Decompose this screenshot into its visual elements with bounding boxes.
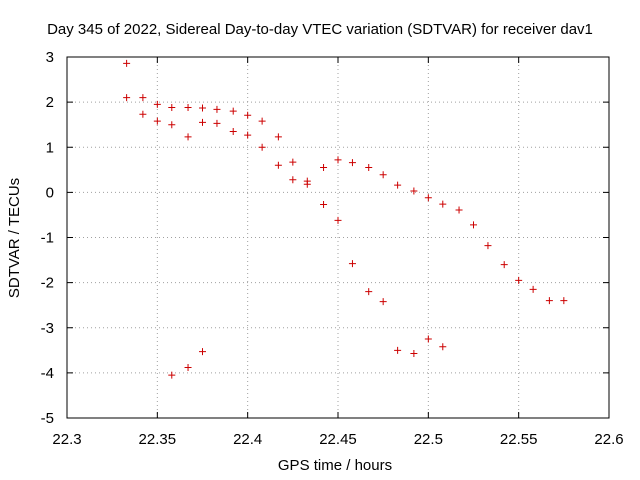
data-point	[184, 104, 192, 112]
y-tick-label: 3	[46, 49, 54, 66]
y-axis-label: SDTVAR / TECUs	[6, 178, 23, 298]
x-tick-label: 22.55	[500, 431, 538, 448]
x-axis-label: GPS time / hours	[278, 457, 392, 474]
x-tick-label: 22.5	[414, 431, 443, 448]
data-point	[410, 349, 418, 357]
data-point	[348, 159, 356, 167]
data-point	[545, 297, 553, 305]
data-point	[168, 371, 176, 379]
data-point	[500, 261, 508, 269]
y-tick-label: -3	[41, 320, 54, 337]
data-point	[139, 110, 147, 118]
data-point	[168, 121, 176, 129]
axis-ticks: 22.3 22.35 22.4 22.45 22.5 22.55 22.6 -5 -4 -3 -2 -…	[41, 49, 624, 448]
data-point	[455, 206, 463, 214]
data-point	[439, 200, 447, 208]
data-point	[168, 104, 176, 112]
y-tick-label: 0	[46, 184, 54, 201]
data-point	[320, 201, 328, 209]
data-point	[394, 346, 402, 354]
data-point	[410, 187, 418, 195]
data-point	[244, 111, 252, 119]
data-point	[274, 161, 282, 169]
data-point	[153, 117, 161, 125]
data-point	[334, 156, 342, 164]
data-point	[213, 119, 221, 127]
data-point	[320, 164, 328, 172]
data-points	[123, 59, 568, 379]
data-point	[199, 104, 206, 112]
x-tick-label: 22.6	[594, 431, 623, 448]
data-point	[365, 164, 373, 172]
data-point	[365, 288, 373, 296]
y-tick-label: 2	[46, 94, 54, 111]
data-point	[213, 105, 221, 113]
data-point	[424, 194, 432, 202]
data-point	[289, 176, 297, 184]
data-point	[348, 260, 356, 268]
data-point	[258, 143, 266, 151]
data-point	[244, 131, 252, 139]
data-point	[529, 285, 537, 293]
data-point	[439, 343, 447, 351]
data-point	[424, 335, 432, 343]
x-tick-label: 22.4	[233, 431, 262, 448]
data-point	[303, 180, 311, 188]
data-point	[123, 94, 131, 102]
data-point	[379, 171, 387, 179]
data-point	[394, 181, 402, 189]
data-point	[289, 158, 297, 166]
y-tick-label: 1	[46, 139, 54, 156]
data-point	[229, 127, 237, 135]
data-point	[379, 298, 387, 306]
data-point	[199, 118, 206, 126]
x-tick-label: 22.35	[139, 431, 177, 448]
y-tick-label: -5	[41, 410, 54, 427]
data-point	[484, 242, 492, 250]
data-point	[153, 100, 161, 108]
data-point	[274, 133, 282, 141]
x-tick-label: 22.45	[319, 431, 357, 448]
chart-title: Day 345 of 2022, Sidereal Day-to-day VTE…	[47, 21, 593, 38]
x-tick-label: 22.3	[52, 431, 81, 448]
y-tick-label: -2	[41, 275, 54, 292]
data-point	[139, 94, 147, 102]
data-point	[184, 133, 192, 141]
data-point	[229, 107, 237, 115]
data-point	[560, 297, 568, 305]
data-point	[199, 348, 206, 356]
data-point	[515, 276, 523, 284]
data-point	[258, 117, 266, 125]
grid	[67, 57, 609, 418]
data-point	[334, 216, 342, 224]
y-tick-label: -4	[41, 365, 54, 382]
data-point	[470, 221, 477, 229]
y-tick-label: -1	[41, 230, 54, 247]
data-point	[184, 363, 192, 371]
data-point	[123, 59, 131, 67]
